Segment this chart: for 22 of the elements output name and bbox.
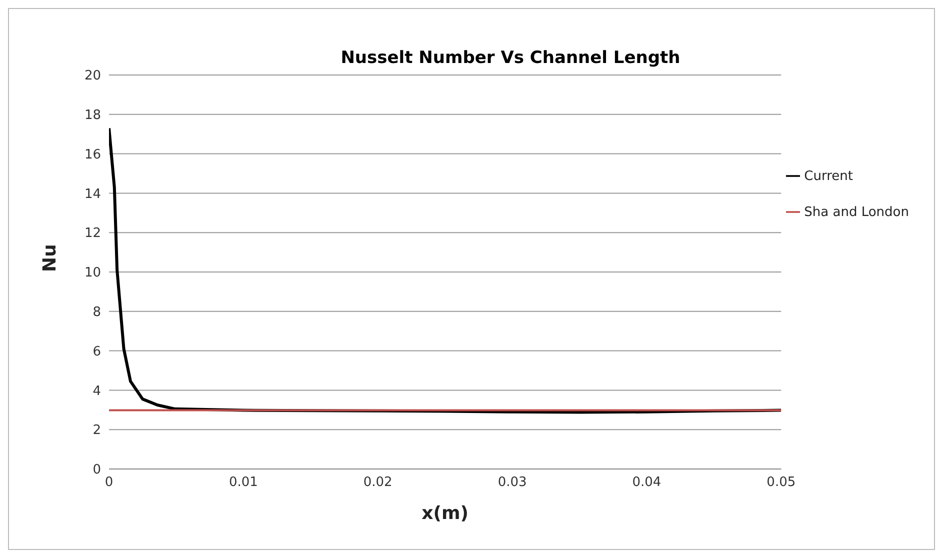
y-tick-label: 2 bbox=[92, 423, 101, 438]
y-tick-label: 4 bbox=[92, 384, 101, 399]
y-tick-label: 12 bbox=[84, 226, 101, 242]
x-tick-label: 0 bbox=[104, 475, 114, 490]
x-tick-label: 0.02 bbox=[363, 475, 392, 490]
x-tick-label: 0.01 bbox=[228, 475, 258, 490]
y-tick-label: 8 bbox=[92, 305, 101, 320]
x-tick-label: 0.04 bbox=[632, 475, 662, 490]
y-tick-label: 20 bbox=[84, 68, 101, 84]
y-tick-label: 18 bbox=[84, 108, 101, 124]
y-axis-title: Nu bbox=[39, 244, 60, 272]
y-tick-label: 6 bbox=[92, 344, 101, 360]
legend-label: Sha and London bbox=[804, 205, 909, 220]
y-tick-label: 16 bbox=[84, 147, 101, 162]
legend-label: Current bbox=[804, 169, 853, 184]
y-tick-label: 0 bbox=[92, 462, 101, 478]
x-axis-title: x(m) bbox=[422, 503, 468, 524]
y-tick-label: 14 bbox=[84, 186, 101, 202]
chart-title: Nusselt Number Vs Channel Length bbox=[340, 48, 682, 68]
x-tick-label: 0.03 bbox=[498, 475, 527, 490]
y-tick-label: 10 bbox=[84, 266, 101, 281]
x-tick-label: 0.05 bbox=[766, 475, 796, 490]
